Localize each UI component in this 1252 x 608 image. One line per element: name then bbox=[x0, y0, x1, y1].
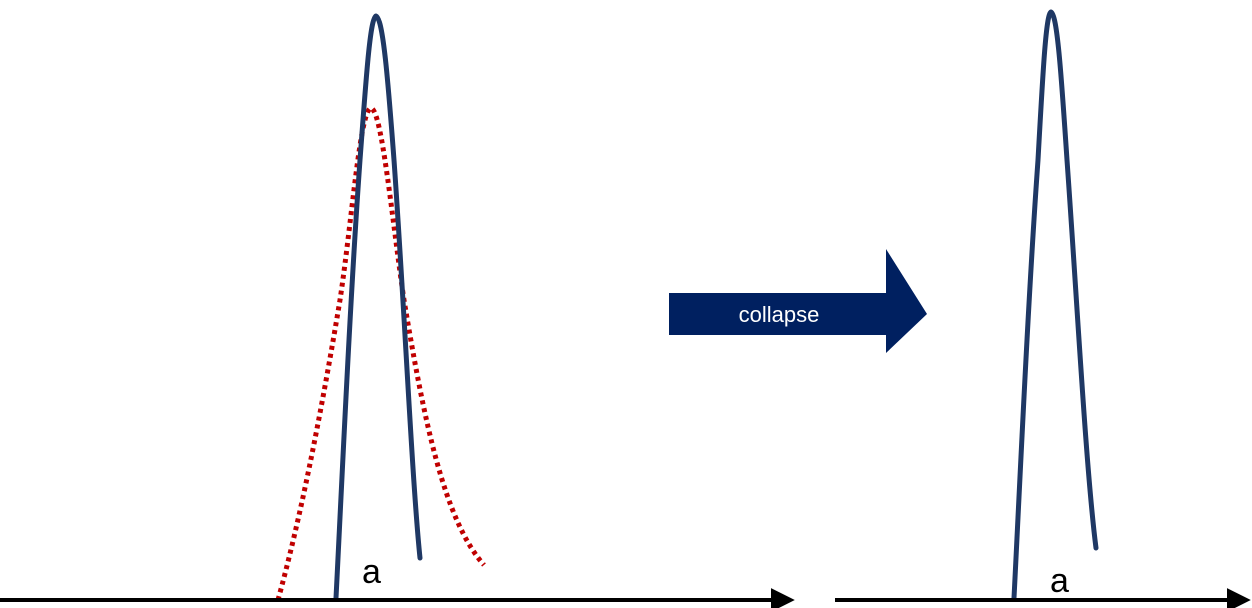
collapse-arrow-label: collapse bbox=[739, 302, 820, 327]
left-wide-dotted-curve bbox=[275, 105, 486, 601]
right-narrow-solid-curve bbox=[1011, 9, 1099, 601]
collapse-arrow: collapse bbox=[669, 249, 927, 353]
left-panel: a bbox=[0, 13, 795, 608]
collapse-arrow-shape bbox=[669, 249, 927, 353]
left-narrow-solid-curve bbox=[333, 13, 423, 601]
right-point-label: a bbox=[1050, 562, 1069, 600]
right-panel: a bbox=[835, 9, 1251, 608]
left-point-label: a bbox=[362, 553, 381, 591]
